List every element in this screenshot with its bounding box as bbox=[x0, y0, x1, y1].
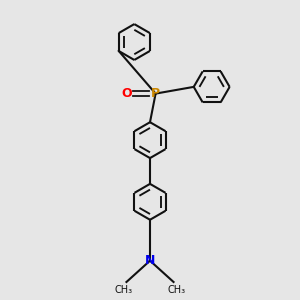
Text: CH₃: CH₃ bbox=[115, 285, 133, 296]
Text: CH₃: CH₃ bbox=[167, 285, 185, 296]
Text: N: N bbox=[145, 254, 155, 267]
Text: P: P bbox=[151, 87, 160, 100]
Text: O: O bbox=[121, 87, 132, 100]
